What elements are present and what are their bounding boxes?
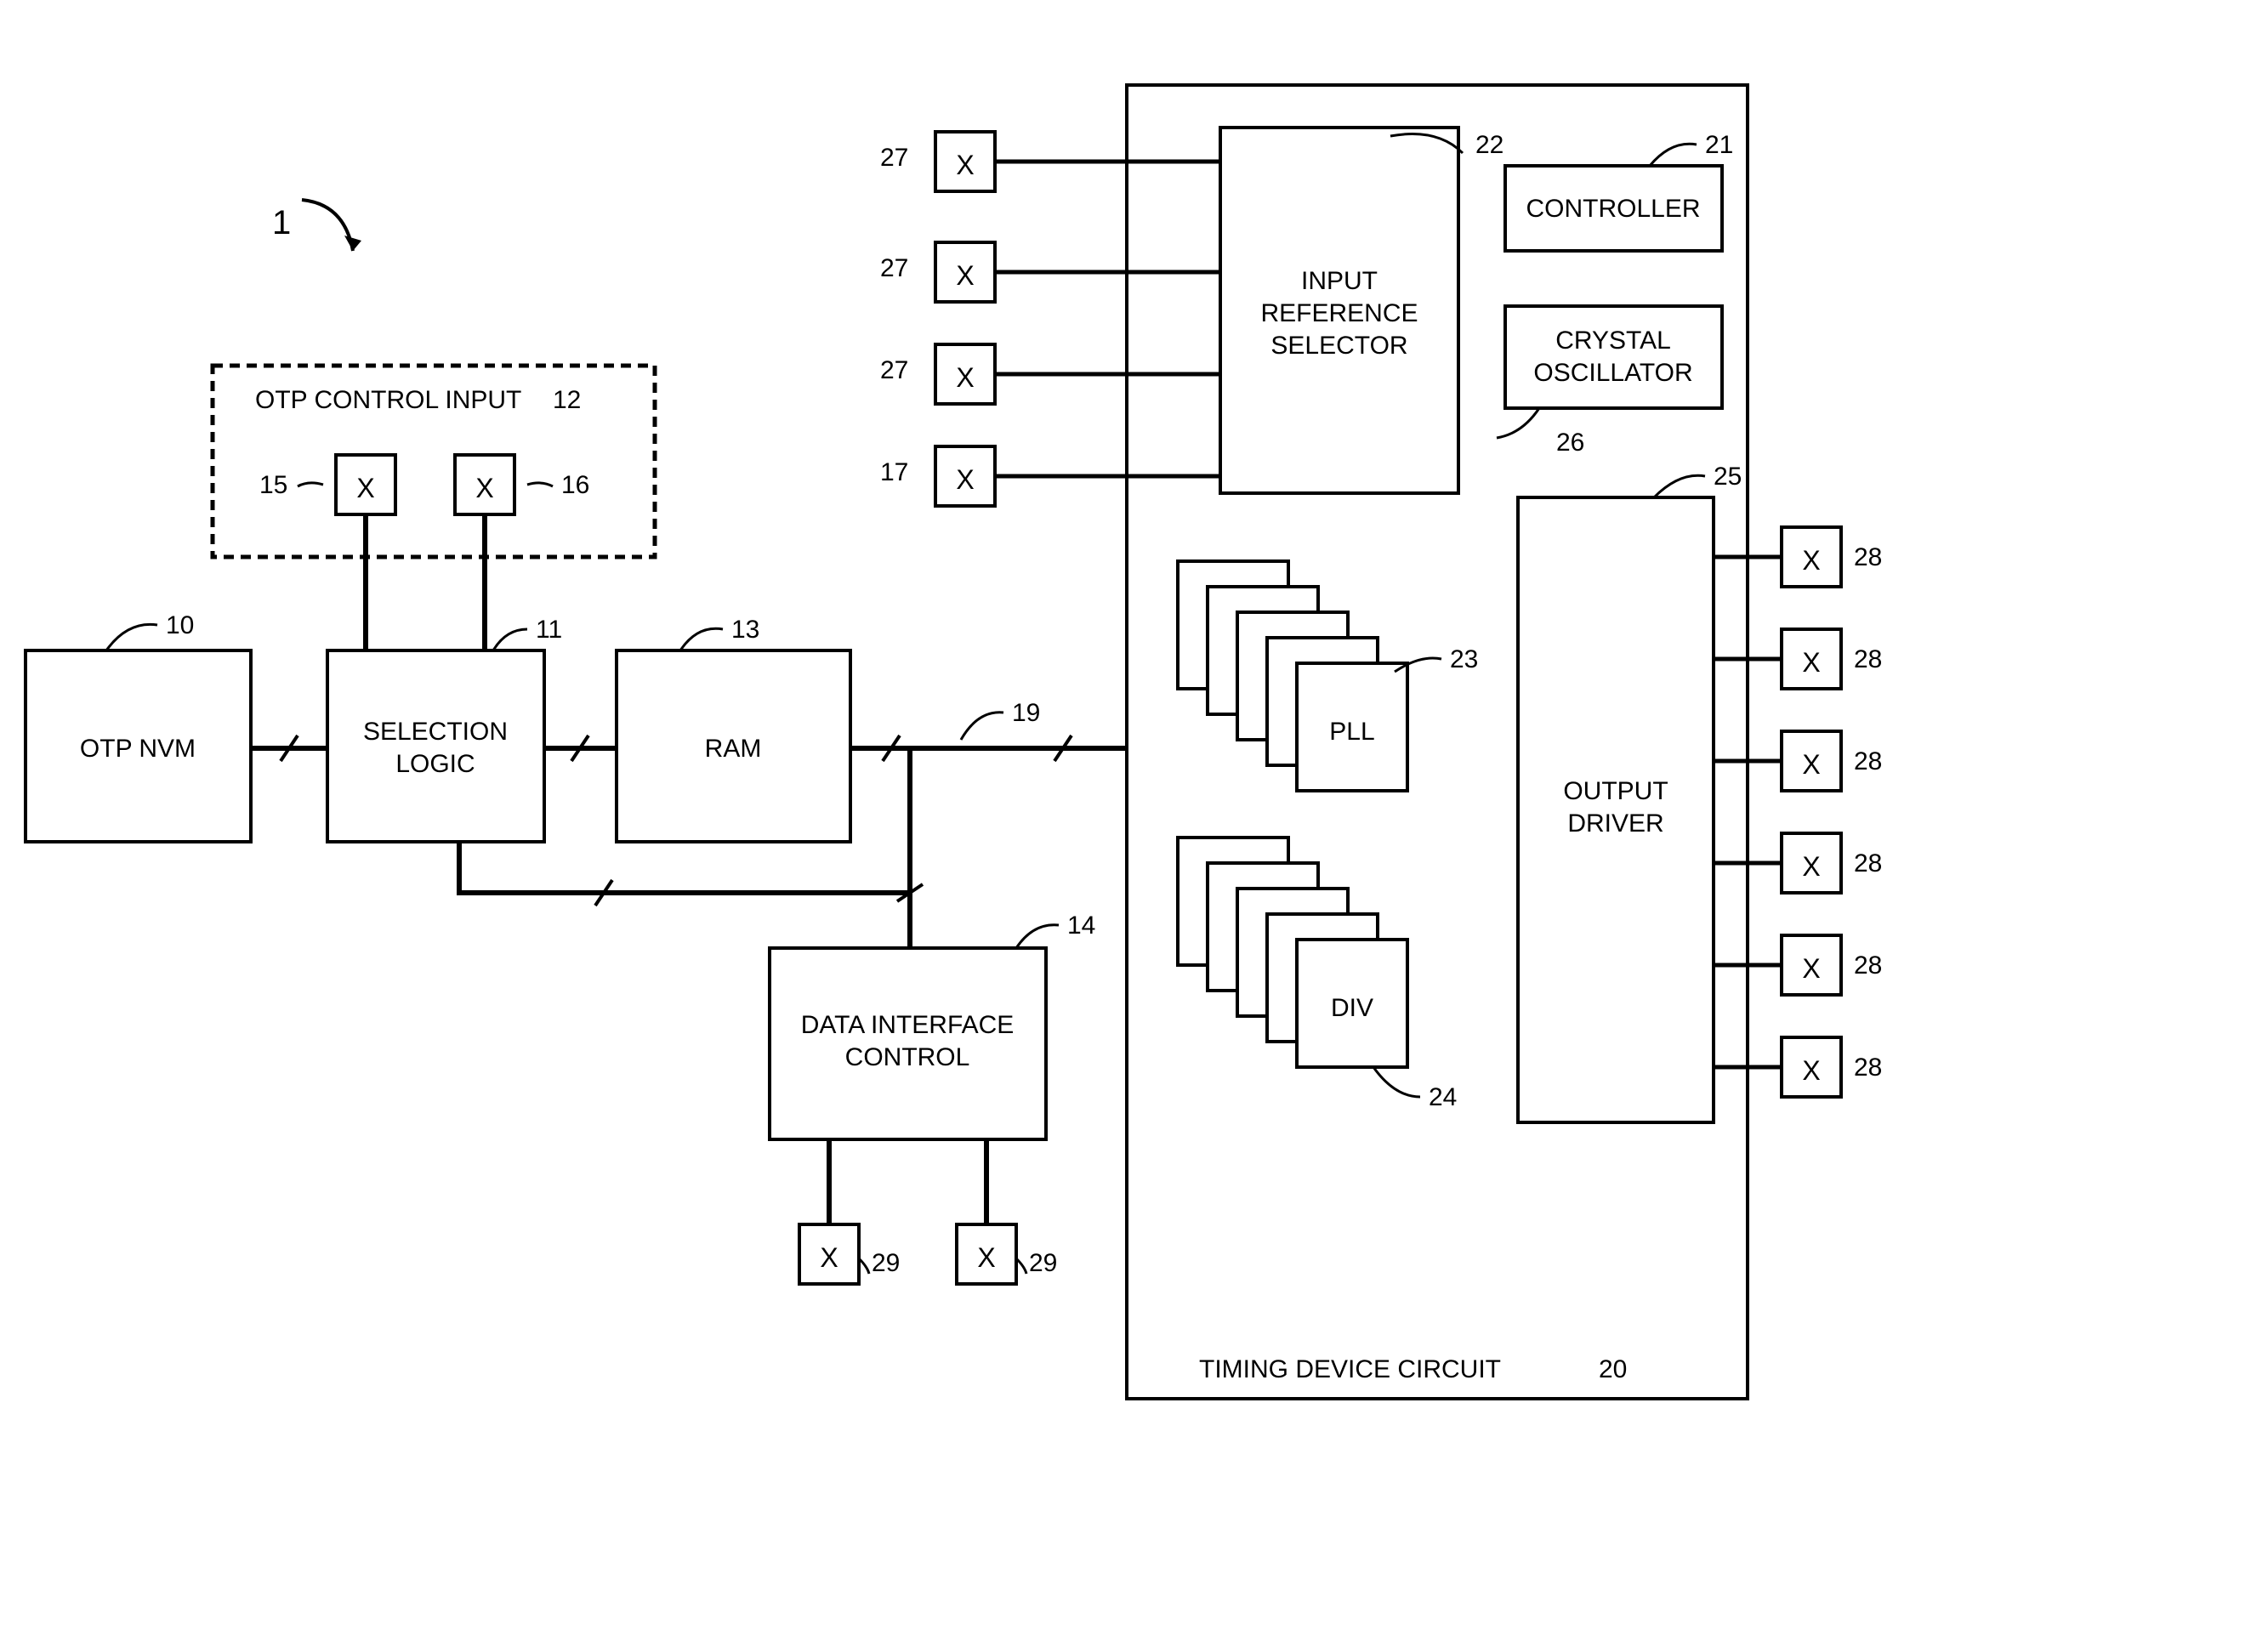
svg-text:X: X	[1802, 851, 1820, 882]
ref-29-1: 29	[872, 1249, 900, 1277]
ref-13: 13	[731, 616, 759, 644]
crystal-osc-l2: OSCILLATOR	[1533, 359, 1692, 387]
ref-28-2: 28	[1854, 645, 1882, 673]
ref-17: 17	[880, 458, 908, 486]
ref-28-6: 28	[1854, 1054, 1882, 1082]
svg-text:X: X	[956, 362, 974, 393]
svg-text:X: X	[820, 1242, 838, 1273]
crystal-osc-l1: CRYSTAL	[1555, 327, 1671, 355]
pad-27-1: X 27	[880, 132, 995, 191]
lead-19	[961, 713, 1003, 740]
ref-figure: 1	[272, 204, 291, 241]
pad-28-1: X 28	[1782, 527, 1882, 587]
controller-label: CONTROLLER	[1526, 195, 1700, 223]
pad-16: X 16	[455, 455, 589, 514]
timing-device-ref: 20	[1599, 1355, 1627, 1383]
pad-27-2: X 27	[880, 242, 995, 302]
output-driver-l1: OUTPUT	[1563, 777, 1668, 805]
pad-28-6: X 28	[1782, 1037, 1882, 1097]
otp-nvm-label: OTP NVM	[80, 735, 196, 763]
pad-28-4: X 28	[1782, 833, 1882, 893]
ref-29-2: 29	[1029, 1249, 1057, 1277]
svg-text:X: X	[977, 1242, 995, 1273]
ref-10: 10	[166, 611, 194, 639]
wire-sel-bus	[459, 842, 910, 893]
ref-26: 26	[1556, 429, 1584, 457]
ram-label: RAM	[705, 735, 762, 763]
ref-24: 24	[1429, 1083, 1457, 1111]
svg-text:X: X	[1802, 749, 1820, 780]
ref-11: 11	[536, 616, 562, 644]
input-ref-sel-l1: INPUT	[1301, 267, 1378, 295]
lead-14	[1016, 925, 1059, 948]
svg-text:X: X	[356, 473, 374, 503]
dic-l2: CONTROL	[845, 1043, 970, 1071]
pad-17: X 17	[880, 446, 995, 506]
ref-27-1: 27	[880, 144, 908, 172]
pad-28-5: X 28	[1782, 935, 1882, 995]
div-label: DIV	[1331, 994, 1373, 1022]
ref-28-4: 28	[1854, 849, 1882, 877]
svg-text:X: X	[1802, 1055, 1820, 1086]
pad-29-2: X 29	[957, 1224, 1057, 1284]
sel-logic-l1: SELECTION	[363, 718, 508, 746]
pll-label: PLL	[1329, 718, 1374, 746]
ref-28-1: 28	[1854, 543, 1882, 571]
svg-text:X: X	[1802, 545, 1820, 576]
pad-28-3: X 28	[1782, 731, 1882, 791]
selection-logic	[327, 650, 544, 842]
pad-28-2: X 28	[1782, 629, 1882, 689]
input-ref-sel-l3: SELECTOR	[1270, 332, 1407, 360]
svg-text:X: X	[956, 150, 974, 180]
lead-10	[106, 624, 157, 650]
timing-device-label: TIMING DEVICE CIRCUIT	[1199, 1355, 1501, 1383]
lead-13	[680, 628, 723, 650]
ref-27-3: 27	[880, 356, 908, 384]
svg-text:X: X	[1802, 953, 1820, 984]
ref-23: 23	[1450, 645, 1478, 673]
ref-16: 16	[561, 471, 589, 499]
input-ref-sel-l2: REFERENCE	[1260, 299, 1418, 327]
crystal-oscillator	[1505, 306, 1722, 408]
svg-text:X: X	[1802, 647, 1820, 678]
block-diagram: 1 TIMING DEVICE CIRCUIT 20 INPUT REFEREN…	[0, 0, 2268, 1647]
ref-15: 15	[259, 471, 287, 499]
svg-text:X: X	[956, 464, 974, 495]
ref-21: 21	[1705, 131, 1733, 159]
otp-control-label: OTP CONTROL INPUT	[255, 386, 521, 414]
output-driver-l2: DRIVER	[1567, 809, 1663, 838]
svg-text:X: X	[956, 260, 974, 291]
arrow-figure	[302, 200, 353, 251]
otp-control-ref: 12	[553, 386, 581, 414]
ref-22: 22	[1475, 131, 1503, 159]
ref-25: 25	[1714, 463, 1742, 491]
ref-19: 19	[1012, 699, 1040, 727]
svg-text:X: X	[475, 473, 493, 503]
lead-11	[493, 629, 527, 650]
sel-logic-l2: LOGIC	[395, 750, 475, 778]
ref-14: 14	[1067, 912, 1095, 940]
ref-28-3: 28	[1854, 747, 1882, 775]
pad-27-3: X 27	[880, 344, 995, 404]
pad-15: X 15	[259, 455, 395, 514]
ref-28-5: 28	[1854, 951, 1882, 980]
pad-29-1: X 29	[799, 1224, 900, 1284]
ref-27-2: 27	[880, 254, 908, 282]
dic-l1: DATA INTERFACE	[801, 1011, 1015, 1039]
arrow-figure-head	[344, 236, 361, 251]
